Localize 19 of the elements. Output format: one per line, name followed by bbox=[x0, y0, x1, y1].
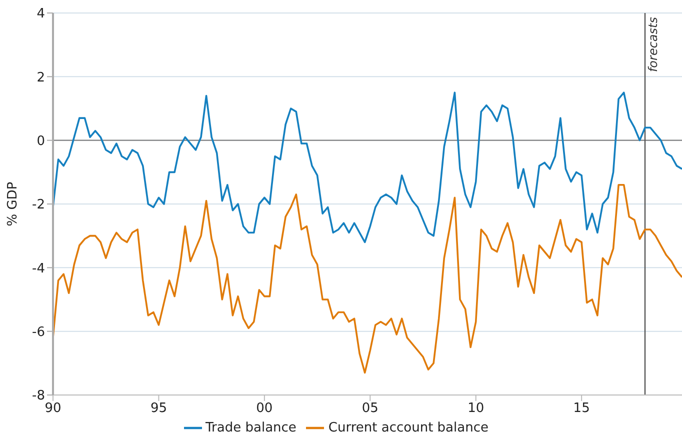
ref-line-label: forecasts bbox=[646, 17, 660, 72]
x-tick-label: 90 bbox=[44, 401, 62, 416]
y-tick-label: 0 bbox=[36, 134, 45, 149]
x-tick-label: 15 bbox=[573, 401, 590, 416]
y-tick-label: 2 bbox=[36, 70, 45, 86]
x-tick-label: 95 bbox=[150, 401, 167, 416]
legend-label: Trade balance bbox=[206, 420, 296, 436]
x-tick-label: 00 bbox=[256, 401, 273, 416]
y-tick-label: -4 bbox=[32, 261, 45, 276]
y-tick-label: -2 bbox=[32, 198, 45, 213]
y-tick-label: -6 bbox=[32, 324, 45, 340]
x-tick-label: 10 bbox=[468, 401, 484, 416]
legend-label: Current account balance bbox=[328, 420, 488, 436]
y-tick-label: 4 bbox=[36, 6, 45, 22]
line-series bbox=[53, 92, 682, 244]
y-tick-label: -8 bbox=[32, 388, 45, 404]
line-series bbox=[53, 184, 682, 374]
y-axis-title: % GDP bbox=[6, 182, 21, 226]
x-tick-label: 05 bbox=[362, 401, 378, 416]
